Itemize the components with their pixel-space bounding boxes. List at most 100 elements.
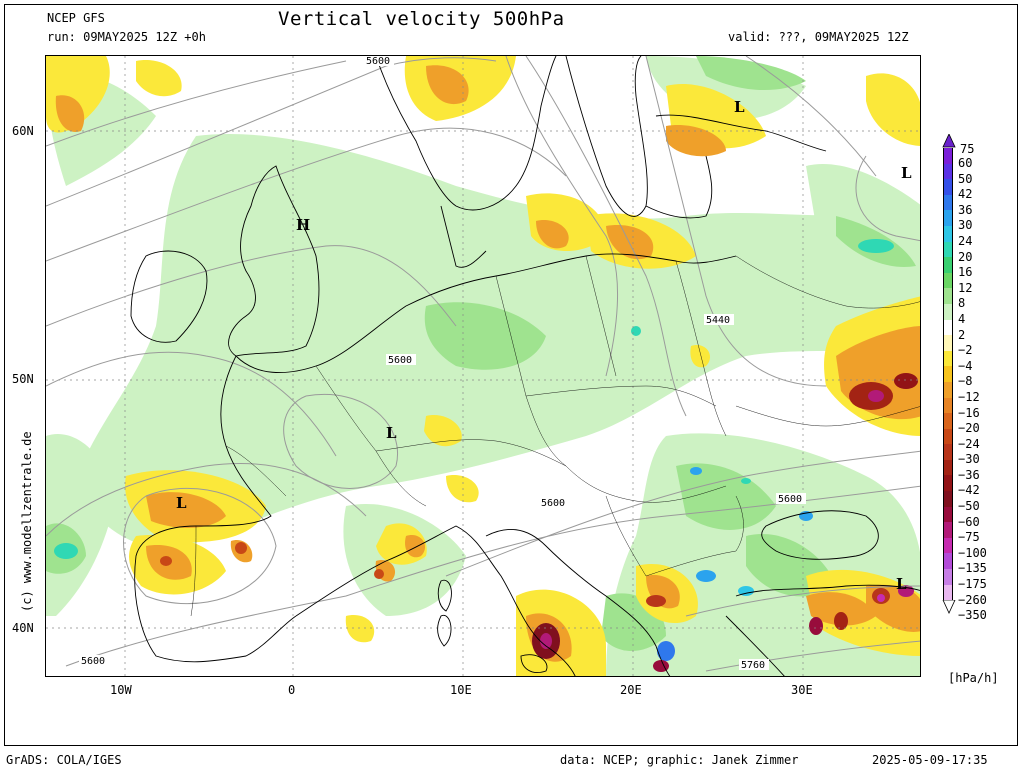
legend-value: −42 — [958, 483, 980, 498]
legend-value: −2 — [958, 343, 973, 358]
run-info: run: 09MAY2025 12Z +0h — [47, 30, 206, 44]
model-name: NCEP GFS — [47, 11, 105, 25]
lon-label-10w: 10W — [110, 683, 132, 697]
legend-value: −75 — [958, 530, 980, 545]
legend-swatch — [943, 506, 953, 523]
legend-swatch — [943, 241, 953, 258]
low-label-france: L — [386, 424, 397, 442]
contour-value-labels: 5600 5600 5440 5600 5600 5600 5760 — [79, 56, 806, 671]
contour-label: 5440 — [706, 315, 730, 326]
lon-label-0: 0 — [288, 683, 296, 697]
legend-swatch — [943, 444, 953, 460]
lat-label-40n: 40N — [12, 621, 34, 635]
legend-swatch — [943, 537, 953, 554]
legend-swatch — [943, 366, 953, 382]
legend-arrow-bottom — [942, 600, 956, 615]
legend-swatch — [943, 335, 953, 351]
country-borders — [190, 255, 920, 617]
legend-value: −30 — [958, 452, 980, 467]
legend-arrow-top — [942, 134, 956, 148]
legend-swatch — [943, 491, 953, 507]
legend-value: −260 — [958, 592, 987, 607]
legend-value: 36 — [958, 202, 973, 217]
weather-map: 5600 5600 5440 5600 5600 5600 5760 H L L… — [45, 55, 921, 677]
legend-value: 24 — [958, 233, 973, 248]
legend-value: 42 — [958, 187, 973, 202]
valid-time: valid: ???, 09MAY2025 12Z — [728, 30, 909, 44]
graticule — [46, 56, 920, 676]
legend-unit: [hPa/h] — [948, 671, 999, 685]
low-label-russia: L — [901, 164, 912, 182]
legend-swatch — [943, 148, 953, 164]
legend-value: 2 — [958, 327, 966, 342]
legend-swatch — [943, 569, 953, 585]
contour-label: 5600 — [81, 656, 105, 667]
legend-swatch — [943, 179, 953, 195]
timestamp: 2025-05-09-17:35 — [872, 753, 988, 767]
legend-swatch — [943, 553, 953, 570]
legend-swatch — [943, 413, 953, 429]
map-title: Vertical velocity 500hPa — [278, 8, 565, 30]
legend-swatch — [943, 319, 953, 336]
legend-swatch — [943, 163, 953, 180]
lon-label-20e: 20E — [620, 683, 642, 697]
legend-value: 4 — [958, 311, 966, 326]
legend-value: −60 — [958, 514, 980, 529]
pressure-centers: H L L L L L — [176, 98, 912, 593]
legend-swatch — [943, 428, 953, 445]
legend-swatch — [943, 397, 953, 414]
legend-value: 60 — [958, 156, 973, 170]
legend-value: −50 — [958, 499, 980, 514]
legend-swatch — [943, 257, 953, 273]
lat-label-50n: 50N — [12, 372, 34, 386]
high-label: H — [296, 216, 310, 234]
legend-value: 30 — [958, 218, 973, 233]
legend-swatch — [943, 522, 953, 538]
contour-label: 5600 — [366, 56, 390, 67]
legend-value: −100 — [958, 545, 987, 560]
legend-value: −24 — [958, 436, 980, 451]
legend-swatch — [943, 459, 953, 476]
legend-value: −16 — [958, 405, 980, 420]
legend-value: 50 — [958, 171, 973, 186]
legend-swatch — [943, 381, 953, 398]
legend-value: 20 — [958, 249, 973, 264]
contour-label: 5600 — [541, 498, 565, 509]
legend-swatch — [943, 303, 953, 320]
legend-value: −8 — [958, 374, 973, 389]
copyright-credit: (c) www.modellzentrale.de — [20, 431, 34, 612]
lon-label-10e: 10E — [450, 683, 472, 697]
legend-value: −36 — [958, 467, 980, 482]
legend-swatch — [943, 225, 953, 242]
legend-value: −12 — [958, 389, 980, 404]
legend-value: −4 — [958, 358, 973, 373]
contour-label: 5600 — [778, 494, 802, 505]
grads-credit: GrADS: COLA/IGES — [6, 753, 122, 767]
legend-value: 8 — [958, 296, 966, 311]
legend-swatch — [943, 288, 953, 304]
legend-value: −20 — [958, 421, 980, 436]
legend-value: 16 — [958, 265, 973, 280]
legend-swatch — [943, 194, 953, 211]
coastlines — [130, 56, 920, 676]
legend-value: −175 — [958, 577, 987, 592]
contour-label: 5760 — [741, 660, 765, 671]
plot-frame — [4, 4, 1018, 746]
legend-swatch — [943, 584, 953, 601]
low-label-turkey: L — [896, 575, 907, 593]
lon-label-30e: 30E — [791, 683, 813, 697]
legend-swatch — [943, 272, 953, 289]
legend-swatch — [943, 475, 953, 492]
strong-descent-spots — [160, 373, 918, 672]
legend-top-value: 75 — [960, 142, 975, 156]
legend-value: −350 — [958, 608, 987, 623]
low-label-scandinavia: L — [734, 98, 745, 116]
legend-value: −135 — [958, 561, 987, 576]
legend-value: 12 — [958, 280, 973, 295]
moderate-ascent-areas — [46, 56, 916, 651]
legend-swatch — [943, 350, 953, 367]
low-label-iberia: L — [176, 494, 187, 512]
lat-label-60n: 60N — [12, 124, 34, 138]
legend-swatch — [943, 210, 953, 226]
contour-label: 5600 — [388, 355, 412, 366]
